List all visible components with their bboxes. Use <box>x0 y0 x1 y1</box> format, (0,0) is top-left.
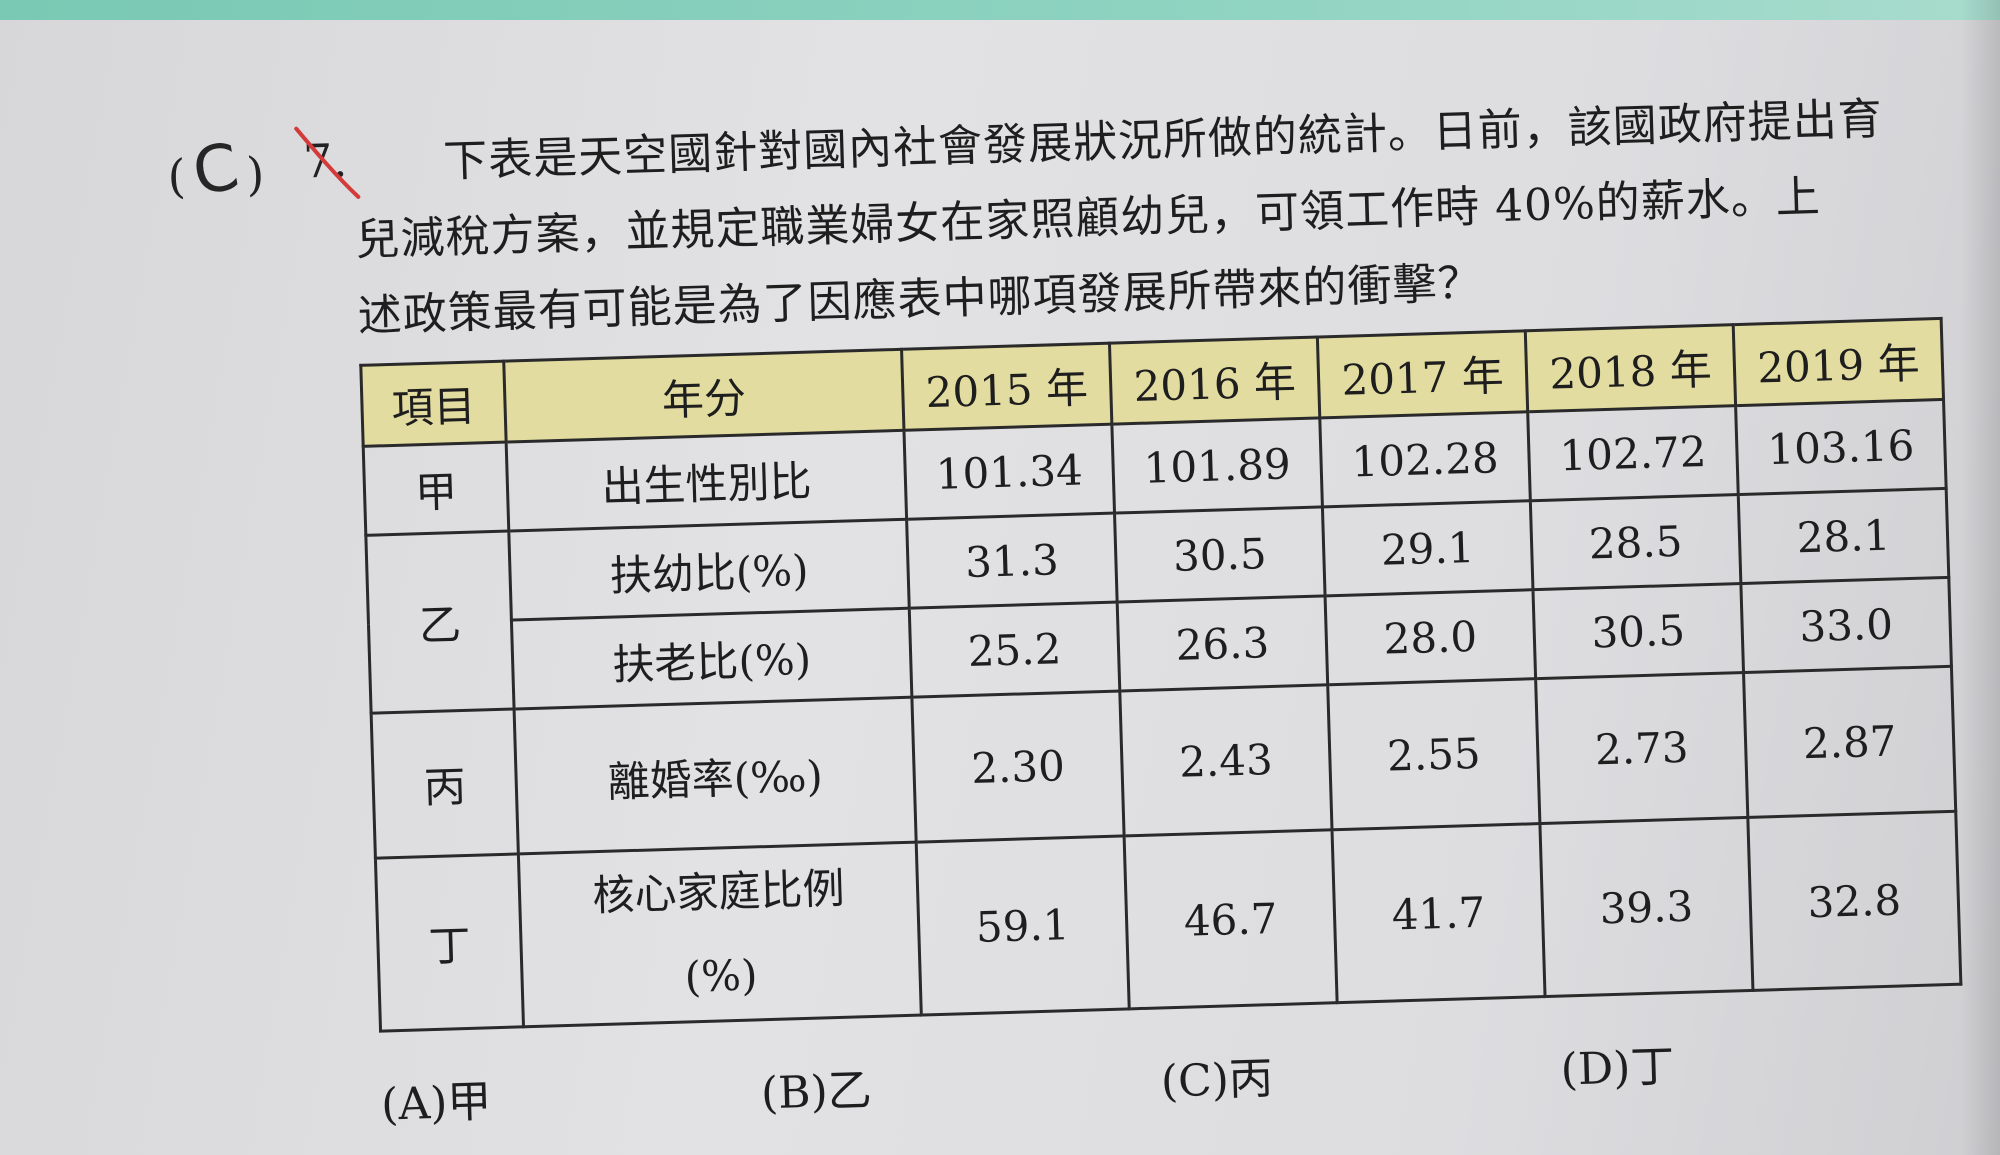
header-year-2018: 2018 年 <box>1525 324 1736 412</box>
table-cell: 46.7 <box>1124 829 1338 1009</box>
table-cell: 30.5 <box>1114 506 1326 603</box>
table-cell: 102.72 <box>1527 405 1739 501</box>
row-name: 扶幼比(%) <box>508 519 910 621</box>
question-block: (C) 7. 下表是天空國針對國內社會發展狀況所做的統計。日前，該國政府提出育 … <box>150 0 2000 1134</box>
statistics-table: 項目 年分 2015 年 2016 年 2017 年 2018 年 2019 年… <box>359 317 1962 1033</box>
question-text: 下表是天空國針對國內社會發展狀況所做的統計。日前，該國政府提出育 兒減稅方案，並… <box>352 81 1908 355</box>
table-cell: 25.2 <box>909 602 1120 698</box>
option-d: (D)丁 <box>1559 1041 1676 1096</box>
table-cell: 101.34 <box>903 424 1115 520</box>
header-year-2017: 2017 年 <box>1317 330 1528 418</box>
table-cell: 28.1 <box>1738 488 1949 584</box>
option-c: (C)丙 <box>1160 1053 1274 1108</box>
table-cell: 2.73 <box>1535 672 1748 824</box>
row-name-line-2: (%) <box>684 950 759 1002</box>
row-name: 扶老比(%) <box>511 608 912 709</box>
row-item: 甲 <box>363 442 509 536</box>
red-check-icon <box>294 126 361 199</box>
table-cell: 2.43 <box>1119 684 1333 836</box>
row-name: 離婚率(‰) <box>514 697 917 854</box>
table-cell: 101.89 <box>1111 417 1323 514</box>
table-cell: 103.16 <box>1735 399 1947 495</box>
table-cell: 28.0 <box>1325 589 1536 685</box>
header-item: 項目 <box>360 361 507 447</box>
table-cell: 31.3 <box>906 513 1118 609</box>
option-a: (A)甲 <box>380 1076 493 1131</box>
row-name: 核心家庭比例 (%) <box>518 842 922 1027</box>
table-cell: 102.28 <box>1319 411 1531 507</box>
header-year-2015: 2015 年 <box>901 343 1112 431</box>
answer-mark: (C) <box>166 129 267 211</box>
table-cell: 41.7 <box>1332 823 1546 1003</box>
table-cell: 30.5 <box>1532 583 1744 679</box>
table-cell: 2.55 <box>1327 678 1540 830</box>
table-cell: 59.1 <box>916 835 1130 1016</box>
option-b: (B)乙 <box>760 1065 873 1120</box>
table-cell: 28.5 <box>1530 494 1741 590</box>
table-cell: 33.0 <box>1740 577 1952 673</box>
table-cell: 29.1 <box>1322 500 1533 596</box>
table-cell: 2.87 <box>1743 666 1956 818</box>
spine-shadow <box>1960 0 2000 1155</box>
handwritten-answer: C <box>187 129 246 211</box>
table-cell: 39.3 <box>1539 817 1753 997</box>
answer-paren-open: ( <box>166 148 189 204</box>
table-cell: 32.8 <box>1747 811 1961 991</box>
row-item: 乙 <box>365 531 515 714</box>
row-item: 丙 <box>371 708 519 859</box>
header-year-2019: 2019 年 <box>1733 318 1944 406</box>
header-year-2016: 2016 年 <box>1109 336 1320 425</box>
table-cell: 2.30 <box>911 691 1125 843</box>
table-cell: 26.3 <box>1117 595 1328 692</box>
row-item: 丁 <box>375 853 524 1032</box>
answer-options: (A)甲 (B)乙 (C)丙 (D)丁 <box>380 1027 1779 1130</box>
row-name-line-1: 核心家庭比例 <box>591 863 846 921</box>
answer-paren-close: ) <box>245 146 267 202</box>
row-name: 出生性別比 <box>506 430 907 532</box>
page-top-strip <box>0 0 2000 20</box>
header-name: 年分 <box>503 349 904 443</box>
